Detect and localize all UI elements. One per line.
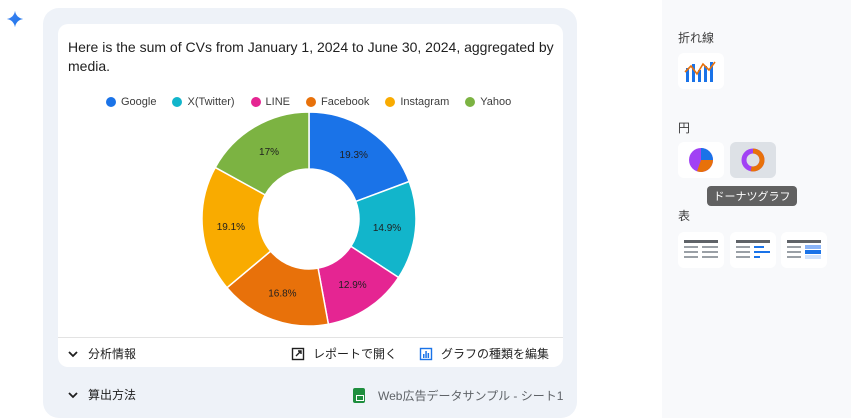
chevron-down-icon xyxy=(68,391,78,398)
legend-label: Yahoo xyxy=(480,96,512,108)
slice-label: 16.8% xyxy=(268,288,296,299)
table-section-title: 表 xyxy=(678,209,691,223)
chart-card: Here is the sum of CVs from January 1, 2… xyxy=(58,24,563,367)
pie-chart-icon xyxy=(689,148,713,172)
chart-legend: Google X(Twitter) LINE Facebook Instagram Yah… xyxy=(106,94,527,110)
donut-chart: 19.3% 14.9% 12.9% 16.8% 19.1% 17% xyxy=(201,111,417,327)
source-sheet-label: Web広告データサンプル - シート1 xyxy=(378,389,564,403)
legend-label: Facebook xyxy=(321,96,370,108)
line-chart-option[interactable] xyxy=(678,53,724,89)
legend-label: Google xyxy=(121,96,157,108)
calc-method-toggle[interactable]: 算出方法 xyxy=(66,386,136,403)
legend-label: X(Twitter) xyxy=(187,96,235,108)
legend-item[interactable]: Instagram xyxy=(385,96,449,108)
analysis-toggle[interactable]: 分析情報 xyxy=(66,345,136,362)
open-external-icon xyxy=(291,347,305,360)
chevron-down-icon xyxy=(68,350,78,357)
legend-swatch xyxy=(465,97,476,107)
legend-swatch xyxy=(250,97,261,107)
pie-chart-option[interactable] xyxy=(678,142,724,178)
summary-text: Here is the sum of CVs from January 1, 2… xyxy=(68,39,554,74)
slice-label: 17% xyxy=(259,147,279,158)
pie-section-title: 円 xyxy=(678,121,691,135)
chart-type-tooltip: ドーナツグラフ xyxy=(707,186,797,206)
legend-swatch xyxy=(385,97,396,107)
slice-label: 19.3% xyxy=(340,150,368,161)
sheets-icon xyxy=(353,388,365,403)
legend-item[interactable]: Facebook xyxy=(306,96,369,108)
chart-footer: 分析情報 レポートで開く グラフの種類を編集 xyxy=(58,338,563,367)
legend-item[interactable]: X(Twitter) xyxy=(172,96,235,108)
divider xyxy=(58,337,563,338)
legend-item[interactable]: LINE xyxy=(250,96,291,108)
calc-method-label: 算出方法 xyxy=(88,388,137,402)
bar-chart-icon xyxy=(419,347,433,360)
table-heatmap-icon xyxy=(787,240,821,259)
donut-slice-facebook[interactable] xyxy=(225,250,330,327)
open-report-label: レポートで開く xyxy=(313,347,398,361)
open-report-button[interactable]: レポートで開く xyxy=(291,345,397,362)
legend-swatch xyxy=(106,97,116,107)
table-icon xyxy=(684,240,718,258)
table-option-bars[interactable] xyxy=(730,232,776,268)
gemini-sparkle-icon xyxy=(6,10,24,28)
slice-label: 19.1% xyxy=(217,222,245,233)
legend-item[interactable]: Google xyxy=(106,96,156,108)
donut-slice-yahoo[interactable] xyxy=(214,111,310,196)
edit-chart-type-label: グラフの種類を編集 xyxy=(441,347,550,361)
table-option-heatmap[interactable] xyxy=(781,232,827,268)
legend-label: LINE xyxy=(265,96,291,108)
donut-chart-option[interactable] xyxy=(730,142,776,178)
analysis-label: 分析情報 xyxy=(88,347,137,361)
donut-slice-google[interactable] xyxy=(308,111,411,203)
table-bars-icon xyxy=(736,240,770,258)
slice-label: 14.9% xyxy=(373,223,401,234)
legend-swatch xyxy=(172,97,183,107)
table-option-basic[interactable] xyxy=(678,232,724,268)
edit-chart-type-button[interactable]: グラフの種類を編集 xyxy=(419,345,549,362)
slice-label: 12.9% xyxy=(338,280,366,291)
source-sheet-link[interactable]: Web広告データサンプル - シート1 xyxy=(353,387,563,404)
legend-label: Instagram xyxy=(400,96,450,108)
line-chart-icon xyxy=(684,61,716,82)
legend-item[interactable]: Yahoo xyxy=(465,96,511,108)
donut-chart-icon xyxy=(741,148,765,172)
line-section-title: 折れ線 xyxy=(678,31,715,45)
legend-swatch xyxy=(306,97,317,107)
